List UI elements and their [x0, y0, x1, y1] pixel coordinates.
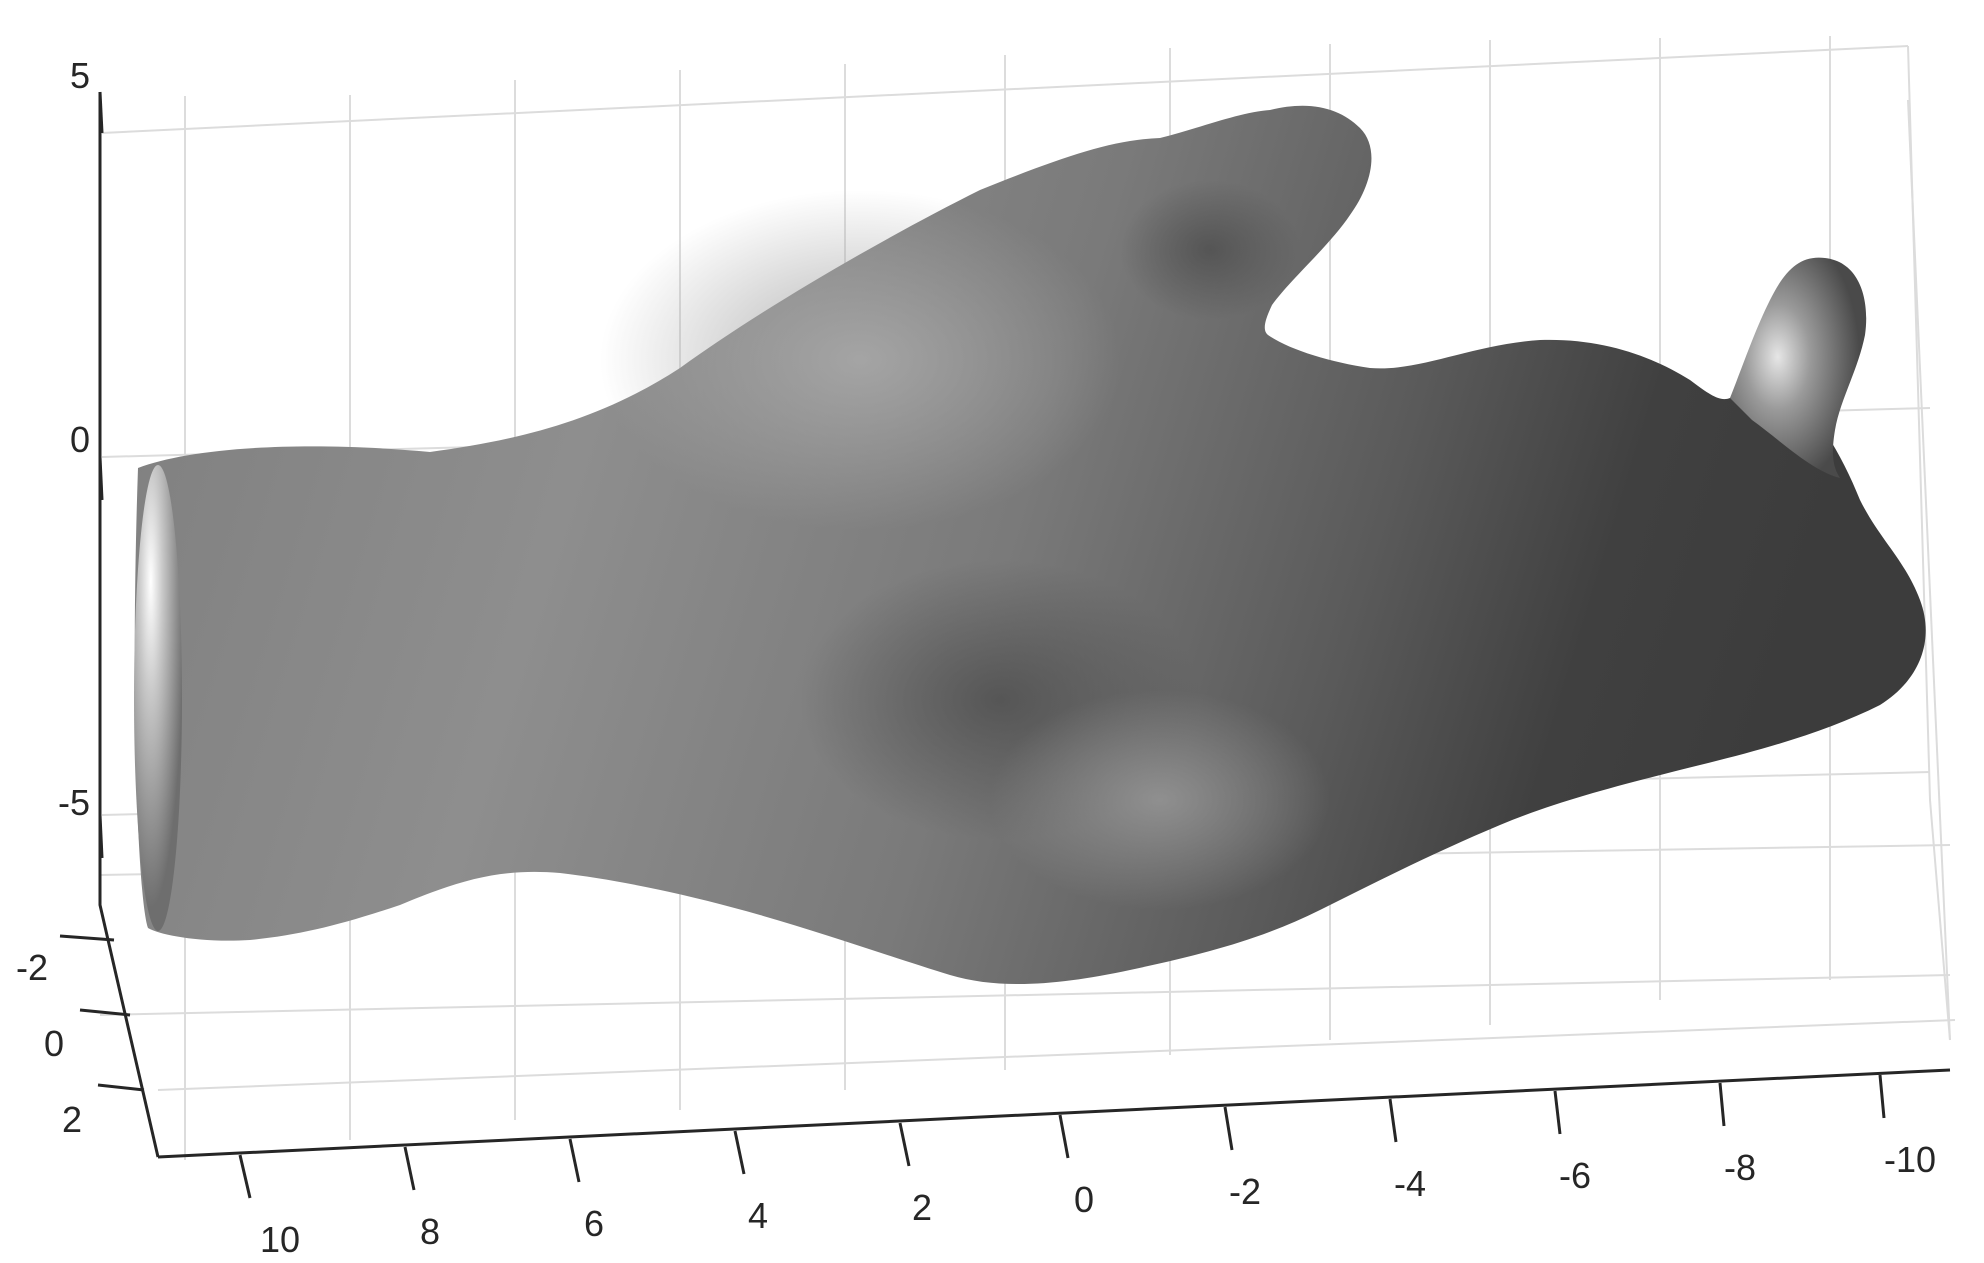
y-axis-tick-labels: -2 0 2 — [16, 947, 82, 1140]
axes — [98, 92, 1951, 1159]
y-tick-label: 2 — [62, 1099, 82, 1140]
x-tick-label: -6 — [1559, 1155, 1591, 1196]
tick-marks — [59, 91, 1886, 1199]
x-tick-label: 2 — [912, 1187, 932, 1228]
x-axis-tick-labels: 10 8 6 4 2 0 -2 -4 -6 -8 -10 — [260, 1139, 1936, 1260]
x-tick-label: -2 — [1229, 1171, 1261, 1212]
x-tick-label: 10 — [260, 1219, 300, 1260]
x-tick-label: 6 — [584, 1203, 604, 1244]
z-axis-tick-labels: 5 0 -5 — [58, 55, 90, 823]
x-tick-label: -8 — [1724, 1147, 1756, 1188]
x-tick-label: -10 — [1884, 1139, 1936, 1180]
y-tick-label: -2 — [16, 947, 48, 988]
z-tick-label: -5 — [58, 782, 90, 823]
z-tick-label: 0 — [70, 419, 90, 460]
surface-mesh — [134, 105, 1926, 985]
y-tick-label: 0 — [44, 1023, 64, 1064]
x-tick-label: 8 — [420, 1211, 440, 1252]
x-tick-label: 0 — [1074, 1179, 1094, 1220]
z-tick-label: 5 — [70, 55, 90, 96]
x-tick-label: 4 — [748, 1195, 768, 1236]
x-tick-label: -4 — [1394, 1163, 1426, 1204]
